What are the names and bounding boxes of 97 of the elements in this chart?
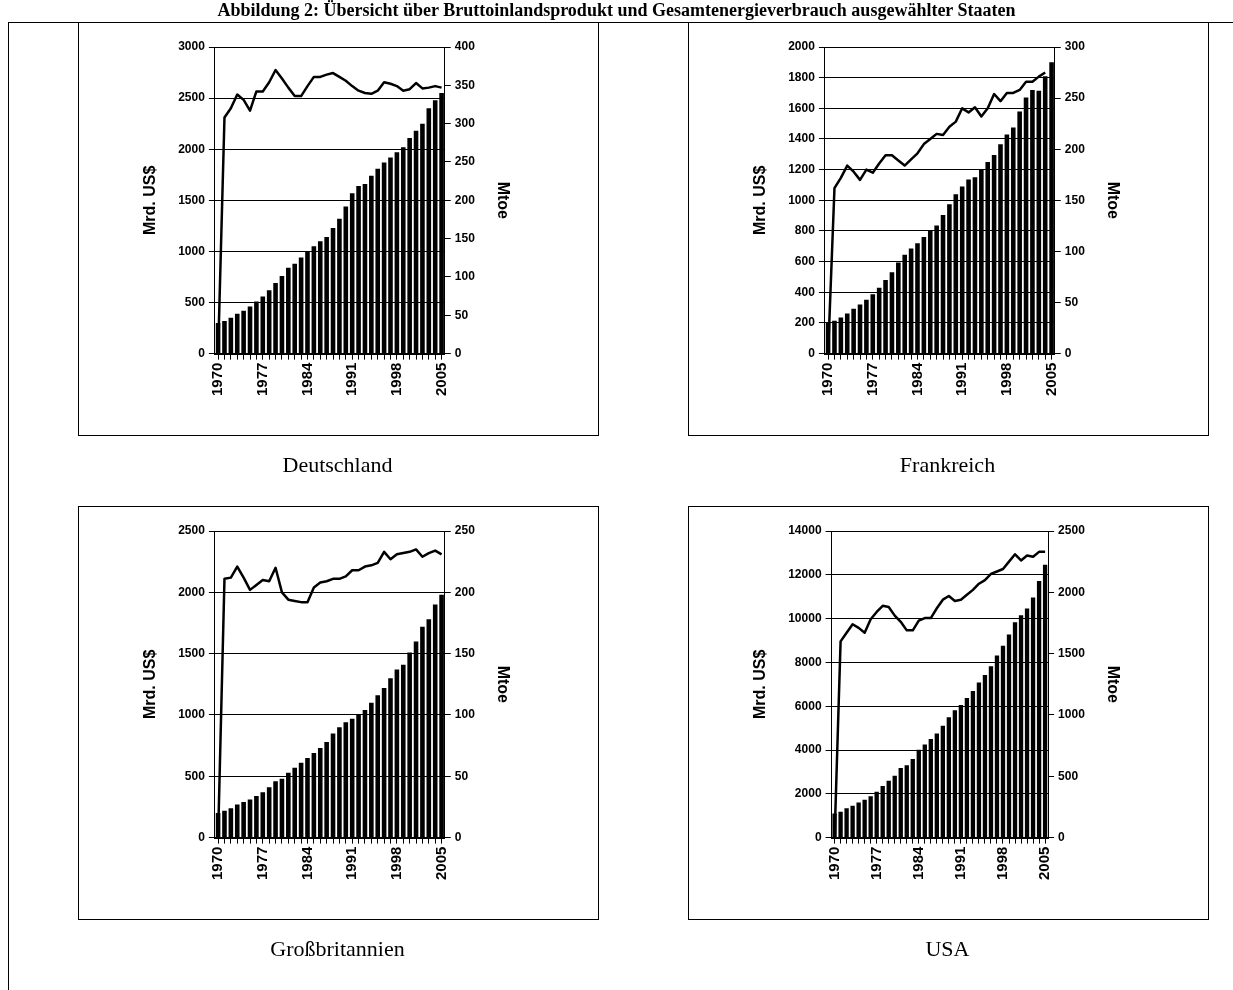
y-tick-label: 2000 xyxy=(794,786,822,801)
y-tick-label: 1500 xyxy=(178,192,206,207)
y-tick-label: 4000 xyxy=(794,742,822,757)
y-tick-label: 1000 xyxy=(178,707,206,722)
y-tick-label: 1200 xyxy=(788,161,816,176)
y2-tick-label: 250 xyxy=(1064,90,1086,105)
y-tick-label: 500 xyxy=(184,294,206,309)
y2-tick-label: 50 xyxy=(454,307,469,322)
y-tick-label: 1800 xyxy=(788,69,816,84)
y-tick-label: 1000 xyxy=(178,243,206,258)
x-tick-label: 1998 xyxy=(993,846,1011,881)
y-axis-title: Mrd. US$ xyxy=(751,649,769,719)
y2-tick-label: 250 xyxy=(454,154,476,169)
x-tick-label: 1998 xyxy=(387,846,405,881)
y2-tick-label: 150 xyxy=(454,230,476,245)
y2-tick-label: 200 xyxy=(454,192,476,207)
y-tick-label: 2500 xyxy=(178,523,206,538)
y2-tick-label: 250 xyxy=(454,523,476,538)
y2-axis-title: Mtoe xyxy=(494,665,512,704)
x-tick-label: 1998 xyxy=(387,362,405,397)
x-tick-label: 1970 xyxy=(824,846,842,881)
y-tick-label: 800 xyxy=(794,223,816,238)
y2-tick-label: 350 xyxy=(454,77,476,92)
x-tick-label: 1977 xyxy=(252,362,270,397)
x-tick-label: 1977 xyxy=(252,846,270,881)
y-axis-title: Mrd. US$ xyxy=(141,165,159,235)
y-axis-title: Mrd. US$ xyxy=(751,165,769,235)
x-tick-label: 1984 xyxy=(907,361,925,397)
y-tick-label: 1000 xyxy=(788,192,816,207)
y-tick-label: 400 xyxy=(794,284,816,299)
y2-tick-label: 50 xyxy=(454,768,469,783)
x-tick-label: 1984 xyxy=(908,845,926,881)
y-axis-title: Mrd. US$ xyxy=(141,649,159,719)
y2-tick-label: 300 xyxy=(1064,39,1086,54)
y2-tick-label: 100 xyxy=(1064,243,1086,258)
y-tick-label: 12000 xyxy=(788,567,822,582)
y-tick-label: 10000 xyxy=(788,610,822,625)
y-tick-label: 0 xyxy=(808,345,816,360)
x-tick-label: 1977 xyxy=(862,362,880,397)
y-tick-label: 8000 xyxy=(794,654,822,669)
y-tick-label: 0 xyxy=(198,345,206,360)
x-tick-label: 1991 xyxy=(952,362,970,397)
y-tick-label: 14000 xyxy=(788,523,822,538)
y2-tick-label: 1500 xyxy=(1058,645,1086,660)
y-tick-label: 500 xyxy=(184,768,206,783)
x-tick-label: 1984 xyxy=(297,361,315,397)
y2-axis-title: Mtoe xyxy=(1104,665,1122,704)
x-tick-label: 2005 xyxy=(431,362,449,397)
y2-tick-label: 300 xyxy=(454,115,476,130)
y-tick-label: 2500 xyxy=(178,90,206,105)
y2-tick-label: 200 xyxy=(454,584,476,599)
y2-axis-title: Mtoe xyxy=(494,181,512,220)
y2-tick-label: 150 xyxy=(1064,192,1086,207)
y2-tick-label: 0 xyxy=(454,345,462,360)
y-tick-label: 1600 xyxy=(788,100,816,115)
y-tick-label: 2000 xyxy=(178,141,206,156)
x-tick-label: 2005 xyxy=(1041,362,1059,397)
x-tick-label: 1984 xyxy=(297,845,315,881)
x-tick-label: 1991 xyxy=(342,846,360,881)
text: Deutschland xyxy=(281,452,394,478)
text: Großbritannien xyxy=(269,936,406,962)
x-tick-label: 2005 xyxy=(431,846,449,881)
y-tick-label: 0 xyxy=(198,829,206,844)
x-tick-label: 1998 xyxy=(997,362,1015,397)
text: Frankreich xyxy=(898,452,997,478)
text: Abbildung 2: Übersicht über Bruttoinlandsprodukt und Gesamtenergieverbrauch ausgewählter Staaten xyxy=(216,0,1017,20)
y-tick-label: 0 xyxy=(814,829,822,844)
y-tick-label: 600 xyxy=(794,253,816,268)
x-tick-label: 1970 xyxy=(208,846,226,881)
y-tick-label: 200 xyxy=(794,315,816,330)
x-tick-label: 1970 xyxy=(818,362,836,397)
y2-tick-label: 100 xyxy=(454,269,476,284)
y2-tick-label: 150 xyxy=(454,645,476,660)
y-tick-label: 2000 xyxy=(178,584,206,599)
y2-tick-label: 0 xyxy=(1064,345,1072,360)
y-tick-label: 6000 xyxy=(794,698,822,713)
y2-tick-label: 100 xyxy=(454,707,476,722)
y2-tick-label: 0 xyxy=(1058,829,1066,844)
y2-tick-label: 0 xyxy=(454,829,462,844)
y2-tick-label: 2000 xyxy=(1058,584,1086,599)
y2-tick-label: 1000 xyxy=(1058,707,1086,722)
x-tick-label: 1991 xyxy=(342,362,360,397)
x-tick-label: 1970 xyxy=(208,362,226,397)
y2-tick-label: 50 xyxy=(1064,294,1079,309)
y2-tick-label: 200 xyxy=(1064,141,1086,156)
y-tick-label: 3000 xyxy=(178,39,206,54)
y-tick-label: 1500 xyxy=(178,645,206,660)
y2-axis-title: Mtoe xyxy=(1104,181,1122,220)
x-tick-label: 1991 xyxy=(951,846,969,881)
text: USA xyxy=(924,936,971,962)
y-tick-label: 1400 xyxy=(788,131,816,146)
y2-tick-label: 500 xyxy=(1058,768,1079,783)
y2-tick-label: 400 xyxy=(454,39,476,54)
x-tick-label: 2005 xyxy=(1035,846,1053,881)
y-tick-label: 2000 xyxy=(788,39,816,54)
x-tick-label: 1977 xyxy=(866,846,884,881)
y2-tick-label: 2500 xyxy=(1058,523,1086,538)
